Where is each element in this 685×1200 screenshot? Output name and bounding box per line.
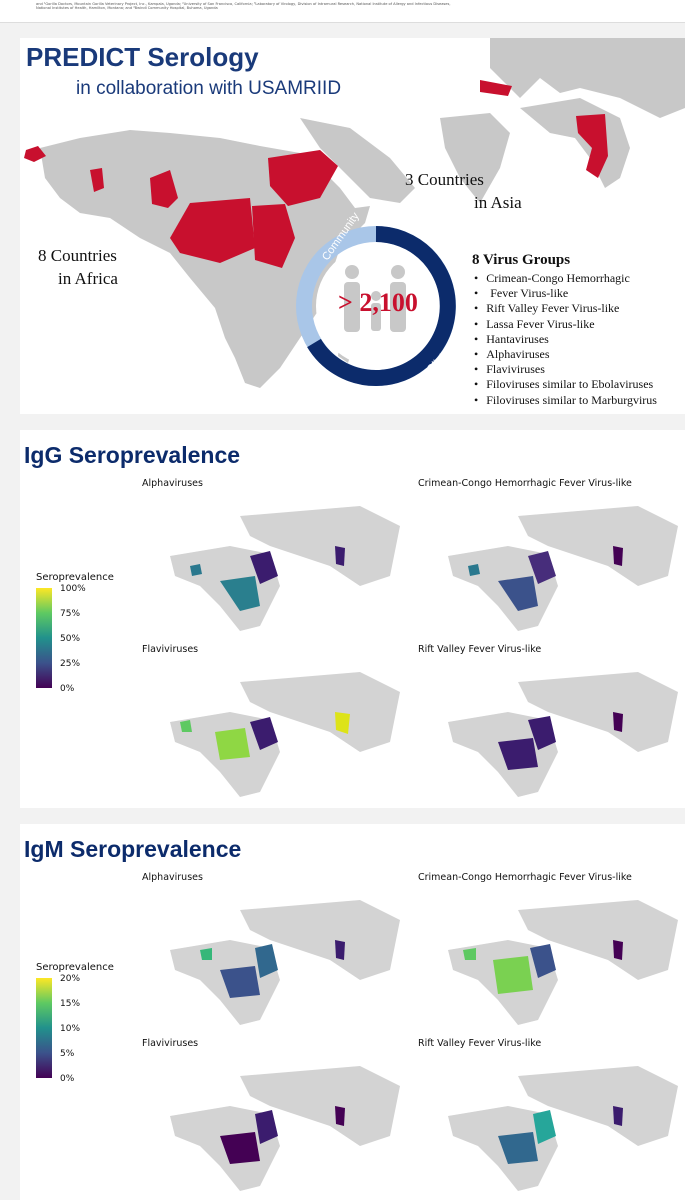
virus-group-item: Fever Virus-like	[486, 286, 657, 301]
virus-group-item: Rift Valley Fever Virus-like	[486, 301, 657, 316]
highlight-ethiopia	[268, 150, 338, 206]
virus-groups: 8 Virus Groups Crimean-Congo Hemorrhagic…	[472, 252, 657, 408]
igg-map-rvf	[448, 672, 678, 797]
igg-legend-tick: 50%	[60, 634, 81, 644]
igm-map-flavi	[170, 1066, 400, 1191]
igg-map-label-cchf: Crimean-Congo Hemorrhagic Fever Virus-li…	[418, 478, 632, 489]
igm-legend-tick: 5%	[60, 1049, 75, 1059]
igg-legend: Seroprevalence 100% 75% 50% 25% 0%	[36, 572, 114, 694]
igm-map-label-cchf: Crimean-Congo Hemorrhagic Fever Virus-li…	[418, 872, 632, 883]
africa-label: in Africa	[58, 269, 118, 288]
igm-legend-tick: 15%	[60, 999, 81, 1009]
sample-donut	[296, 226, 456, 386]
igm-legend-tick: 20%	[60, 974, 81, 984]
highlight-cameroon	[150, 170, 178, 208]
igm-panel: IgM Seroprevalence Alphaviruses Crimean-…	[20, 824, 685, 1200]
igg-legend-tick: 75%	[60, 609, 81, 619]
igg-map-flavi	[170, 672, 400, 797]
highlight-nepal	[480, 80, 512, 96]
highlight-drc	[170, 198, 255, 263]
asia-label: in Asia	[474, 193, 522, 212]
summary-title: PREDICT Serology	[26, 42, 259, 72]
asia-count: 3 Countries	[405, 170, 484, 189]
igg-map-label-rvf: Rift Valley Fever Virus-like	[418, 644, 542, 655]
summary-panel: PREDICT Serology in collaboration with U…	[20, 38, 685, 414]
igg-map-label-alpha: Alphaviruses	[142, 478, 203, 489]
virus-group-item: Alphaviruses	[486, 347, 657, 362]
igm-map-label-alpha: Alphaviruses	[142, 872, 203, 883]
highlight-ghana	[90, 168, 104, 192]
igm-legend: Seroprevalence 20% 15% 10% 5% 0%	[36, 962, 114, 1084]
igm-title: IgM Seroprevalence	[24, 836, 242, 862]
igg-map-alpha	[170, 506, 400, 631]
igm-map-cchf	[448, 900, 678, 1025]
virus-group-item: Hantaviruses	[486, 332, 657, 347]
virus-groups-title: 8 Virus Groups	[472, 252, 571, 268]
summary-subtitle: in collaboration with USAMRIID	[76, 78, 342, 99]
igm-legend-title: Seroprevalence	[36, 962, 114, 973]
donut-center-value: > 2,100	[338, 288, 418, 317]
igm-map-label-flavi: Flaviviruses	[142, 1038, 199, 1049]
virus-group-item: Filoviruses similar to Marburgvirus	[486, 393, 657, 408]
virus-group-item: Crimean-Congo Hemorrhagic	[486, 271, 657, 286]
igg-legend-bar	[36, 588, 52, 688]
virus-group-item: Lassa Fever Virus-like	[486, 317, 657, 332]
igm-map-rvf	[448, 1066, 678, 1191]
igg-legend-tick: 25%	[60, 659, 81, 669]
igg-legend-tick: 100%	[60, 584, 86, 594]
africa-count: 8 Countries	[38, 246, 117, 265]
virus-group-item: Flaviviruses	[486, 362, 657, 377]
igm-legend-bar	[36, 978, 52, 1078]
igg-legend-tick: 0%	[60, 684, 75, 694]
igg-map-cchf	[448, 506, 678, 631]
world-map-summary	[24, 38, 685, 388]
igm-legend-tick: 10%	[60, 1024, 81, 1034]
citation-strip: and ¹Gorilla Doctors, Mountain Gorilla V…	[0, 0, 685, 23]
igm-map-label-rvf: Rift Valley Fever Virus-like	[418, 1038, 542, 1049]
highlight-senegal	[24, 146, 46, 162]
igg-panel: IgG Seroprevalence Alphaviruses Crimean-…	[20, 430, 685, 808]
igg-map-label-flavi: Flaviviruses	[142, 644, 199, 655]
citation-text: and ¹Gorilla Doctors, Mountain Gorilla V…	[36, 2, 451, 10]
highlight-vietnam	[576, 114, 608, 178]
igg-legend-title: Seroprevalence	[36, 572, 114, 583]
virus-group-item: Filoviruses similar to Ebolaviruses	[486, 377, 657, 392]
igm-legend-tick: 0%	[60, 1074, 75, 1084]
igm-map-alpha	[170, 900, 400, 1025]
highlight-tanzania	[252, 204, 295, 268]
igg-title: IgG Seroprevalence	[24, 442, 241, 468]
